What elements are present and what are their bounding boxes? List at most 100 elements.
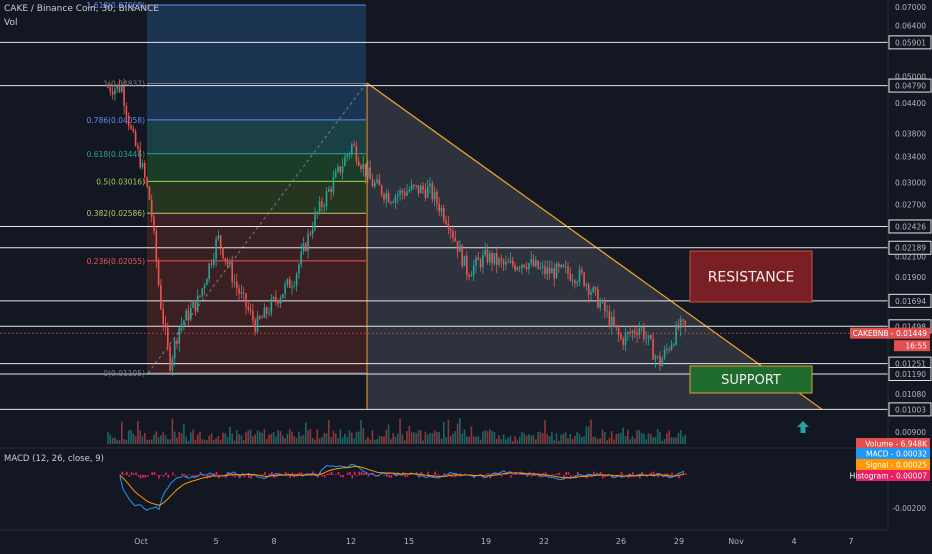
volume-bar xyxy=(254,434,256,444)
volume-bar xyxy=(455,431,457,444)
price-candle xyxy=(156,231,158,261)
volume-bar xyxy=(319,438,321,444)
volume-bar xyxy=(634,439,636,444)
macd-histogram-bar xyxy=(363,473,365,475)
macd-histogram-bar xyxy=(517,474,519,475)
price-candle xyxy=(634,331,636,334)
volume-bar xyxy=(620,433,622,444)
price-candle xyxy=(199,296,201,297)
price-candle xyxy=(680,319,682,328)
volume-bar xyxy=(579,434,581,444)
y-tick-label: 0.01900 xyxy=(895,273,926,282)
price-candle xyxy=(135,131,137,145)
volume-bar xyxy=(114,437,116,444)
price-candle xyxy=(551,268,553,273)
volume-bar xyxy=(144,433,146,444)
price-candle xyxy=(310,233,312,234)
price-candle xyxy=(112,92,114,95)
volume-bar xyxy=(528,434,530,444)
price-candle xyxy=(254,320,256,331)
price-candle xyxy=(443,208,445,220)
volume-bar xyxy=(252,436,254,444)
volume-bar xyxy=(363,428,365,444)
price-candle xyxy=(422,186,424,190)
volume-bar xyxy=(162,432,164,444)
current-price-badge-label: CAKEBNB - 0.01449 xyxy=(853,329,928,338)
volume-bar xyxy=(432,433,434,444)
price-candle xyxy=(213,259,215,265)
volume-bar xyxy=(158,437,160,444)
volume-bar xyxy=(484,430,486,444)
volume-bar xyxy=(245,432,247,444)
y-tick-label: 0.01694 xyxy=(895,297,926,306)
price-candle xyxy=(142,163,144,167)
volume-bar xyxy=(333,431,335,444)
y-tick-label: 0.04790 xyxy=(895,82,926,91)
volume-bar xyxy=(682,436,684,444)
price-candle xyxy=(261,318,263,319)
price-candle xyxy=(227,261,229,265)
volume-bar xyxy=(659,432,661,444)
volume-bar xyxy=(616,434,618,444)
macd-histogram-bar xyxy=(621,472,623,475)
volume-bar xyxy=(487,431,489,444)
volume-bar xyxy=(434,430,436,444)
volume-bar xyxy=(510,436,512,444)
price-candle xyxy=(475,258,477,266)
macd-histogram-bar xyxy=(158,475,160,478)
price-candle xyxy=(556,264,558,279)
price-candle xyxy=(583,273,585,286)
macd-histogram-bar xyxy=(556,474,558,475)
macd-histogram-bar xyxy=(131,472,133,475)
price-candle xyxy=(590,292,592,295)
price-candle xyxy=(636,334,638,336)
price-candle xyxy=(121,86,123,91)
volume-bar xyxy=(586,426,588,444)
price-candle xyxy=(204,285,206,288)
price-candle xyxy=(574,280,576,283)
volume-bar xyxy=(524,433,526,444)
price-candle xyxy=(427,186,429,197)
volume-bar xyxy=(314,440,316,444)
volume-bar xyxy=(680,430,682,444)
price-candle xyxy=(229,263,231,265)
price-candle xyxy=(662,358,664,366)
macd-histogram-bar xyxy=(384,475,386,476)
volume-bar xyxy=(342,438,344,444)
volume-bar xyxy=(294,436,296,444)
price-candle xyxy=(206,279,208,285)
volume-bar xyxy=(549,436,551,444)
volume-bar xyxy=(599,438,601,444)
volume-bar xyxy=(650,434,652,444)
volume-bar xyxy=(602,430,604,444)
macd-histogram-bar xyxy=(126,472,128,475)
volume-bar xyxy=(289,429,291,444)
volume-bar xyxy=(199,432,201,444)
volume-bar xyxy=(202,439,204,444)
price-candle xyxy=(579,270,581,282)
price-candle xyxy=(273,297,275,299)
price-candle xyxy=(307,233,309,250)
price-candle xyxy=(655,356,657,359)
price-candle xyxy=(425,190,427,198)
price-candle xyxy=(340,166,342,172)
price-candle xyxy=(524,265,526,267)
price-candle xyxy=(388,193,390,202)
volume-bar xyxy=(280,431,282,444)
volume-bar xyxy=(243,440,245,444)
volume-bar xyxy=(153,434,155,444)
price-candle xyxy=(296,274,298,286)
volume-bar xyxy=(346,437,348,444)
fib-level-label: 0(0.01195) xyxy=(103,369,145,378)
volume-bar xyxy=(533,435,535,444)
volume-bar xyxy=(204,440,206,444)
fib-zone xyxy=(147,5,366,84)
x-tick-label: 15 xyxy=(404,537,414,546)
price-candle xyxy=(153,217,155,231)
volume-bar xyxy=(604,432,606,444)
volume-bar xyxy=(570,434,572,444)
volume-bar xyxy=(464,429,466,444)
price-candle xyxy=(505,262,507,264)
